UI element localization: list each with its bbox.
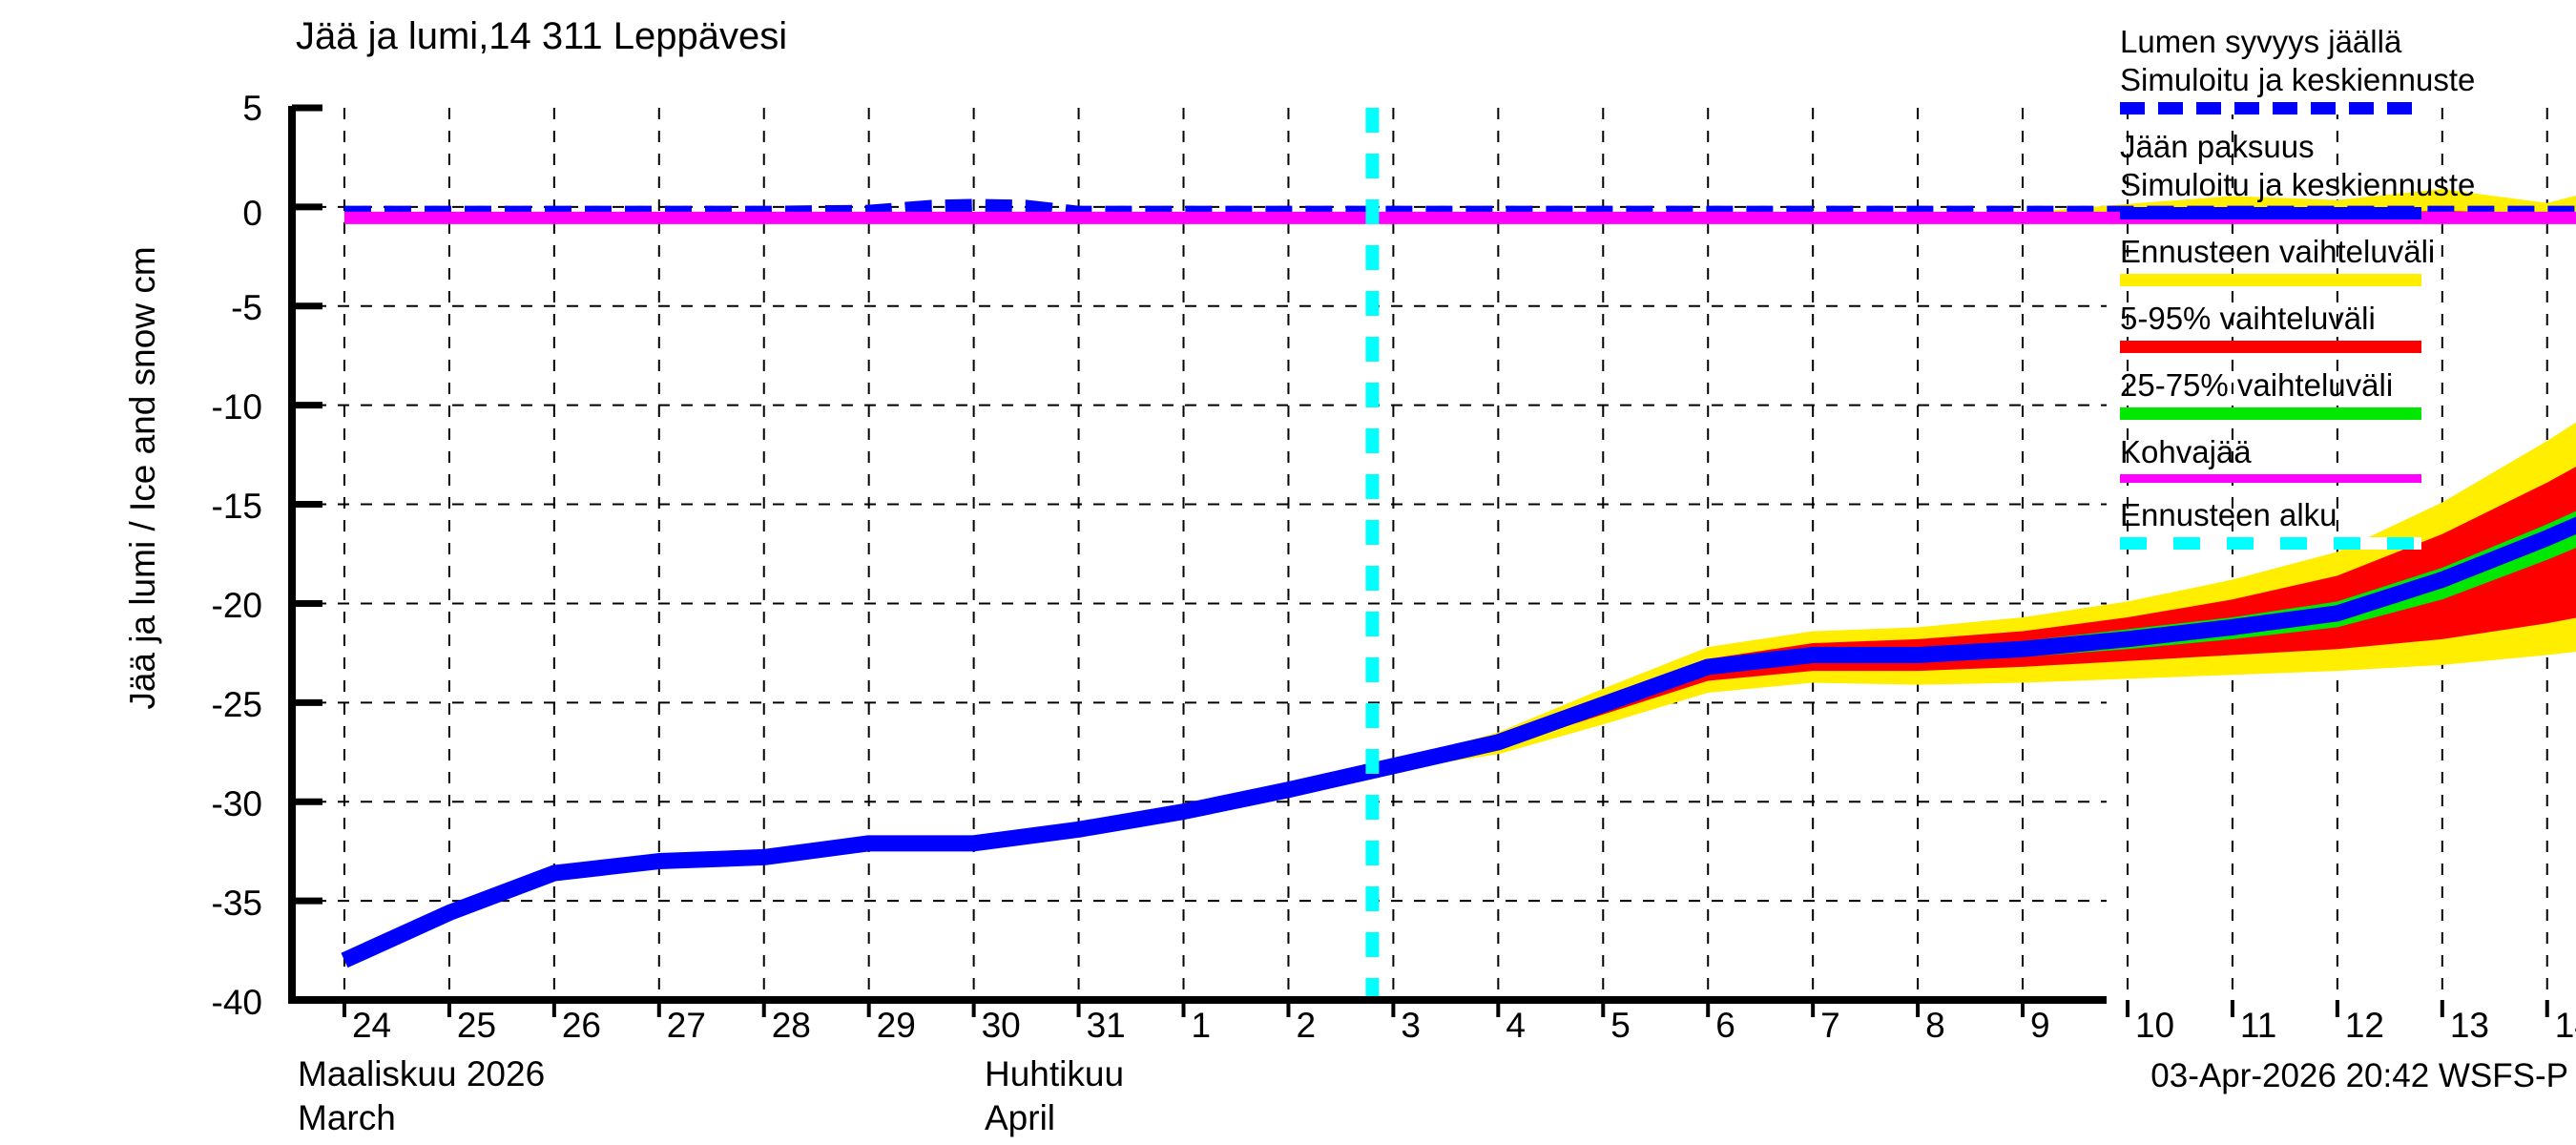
y-tick-label: -25	[211, 685, 262, 724]
legend-item-label: Ennusteen vaihteluväli	[2120, 234, 2436, 269]
legend-swatch-yellow	[2120, 274, 2421, 286]
x-axis-month-en-april: April	[985, 1098, 1056, 1137]
x-tick-label: 26	[561, 1006, 601, 1045]
x-tick-label: 4	[1506, 1006, 1526, 1045]
legend-swatch-green	[2120, 407, 2421, 420]
legend-item[interactable]: Ennusteen vaihteluväli	[2120, 233, 2568, 286]
y-tick-label: -20	[211, 586, 262, 625]
y-tick-label: -10	[211, 387, 262, 427]
legend-item-label: Lumen syvyys jäällä	[2120, 24, 2402, 59]
x-axis-month-fi-april: Huhtikuu	[985, 1054, 1125, 1093]
x-tick-label: 2	[1296, 1006, 1317, 1045]
legend-item[interactable]: Lumen syvyys jäällä Simuloitu ja keskienn…	[2120, 23, 2568, 114]
x-tick-label: 5	[1610, 1006, 1631, 1045]
legend-item[interactable]: Jään paksuus Simuloitu ja keskiennuste	[2120, 128, 2568, 219]
y-tick-label: -30	[211, 784, 262, 823]
legend-swatch-blue-solid	[2120, 207, 2421, 219]
x-tick-label: 3	[1401, 1006, 1421, 1045]
x-tick-label: 7	[1820, 1006, 1840, 1045]
y-tick-label: -40	[211, 983, 262, 1022]
x-tick-label: 9	[2030, 1006, 2050, 1045]
footer-timestamp: 03-Apr-2026 20:42 WSFS-P	[2150, 1057, 2568, 1094]
x-tick-label: 25	[456, 1006, 497, 1045]
x-tick-label: 8	[1925, 1006, 1945, 1045]
legend-item-sublabel: Simuloitu ja keskiennuste	[2120, 62, 2476, 97]
legend-swatch-red	[2120, 341, 2421, 353]
y-tick-label: -15	[211, 487, 262, 526]
x-axis-month-en-march: March	[298, 1098, 396, 1137]
x-tick-label: 29	[876, 1006, 916, 1045]
y-tick-label: -35	[211, 884, 262, 923]
legend-item-sublabel: Simuloitu ja keskiennuste	[2120, 167, 2476, 202]
axis-frame	[288, 104, 2549, 1017]
x-tick-label: 13	[2449, 1006, 2489, 1045]
x-axis-month-fi-march: Maaliskuu 2026	[298, 1054, 546, 1093]
y-tick-label: 5	[242, 89, 262, 128]
legend-swatch-cyan-dashed	[2120, 537, 2421, 550]
legend-item[interactable]: 5-95% vaihteluväli	[2120, 300, 2568, 353]
page-title: Jää ja lumi,14 311 Leppävesi	[296, 15, 788, 57]
x-tick-label: 31	[1086, 1006, 1126, 1045]
legend-swatch-blue-dashed	[2120, 102, 2421, 114]
legend-item-label: Ennusteen alku	[2120, 497, 2337, 532]
legend-item-label: 5-95% vaihteluväli	[2120, 301, 2376, 336]
legend-item-label: 25-75% vaihteluväli	[2120, 367, 2394, 403]
x-tick-label: 30	[981, 1006, 1021, 1045]
legend-item[interactable]: Kohvajää	[2120, 433, 2568, 483]
y-tick-label: 0	[242, 194, 262, 233]
legend-item-label: Kohvajää	[2120, 434, 2252, 469]
x-tick-label: 14	[2554, 1006, 2576, 1045]
legend-item[interactable]: 25-75% vaihteluväli	[2120, 366, 2568, 420]
x-tick-label: 12	[2344, 1006, 2385, 1045]
x-tick-label: 24	[351, 1006, 392, 1045]
x-tick-label: 10	[2134, 1006, 2175, 1045]
x-tick-label: 28	[771, 1006, 811, 1045]
x-tick-label: 1	[1191, 1006, 1212, 1045]
x-tick-label: 11	[2239, 1006, 2277, 1045]
legend-item[interactable]: Ennusteen alku	[2120, 496, 2568, 550]
legend-item-label: Jään paksuus	[2120, 129, 2315, 164]
chart-legend: Lumen syvyys jäällä Simuloitu ja keskienn…	[2120, 23, 2568, 563]
x-tick-label: 6	[1715, 1006, 1735, 1045]
y-tick-label: -5	[231, 288, 262, 327]
data-series-line	[341, 516, 2576, 968]
x-tick-label: 27	[666, 1006, 706, 1045]
legend-swatch-magenta	[2120, 474, 2421, 483]
